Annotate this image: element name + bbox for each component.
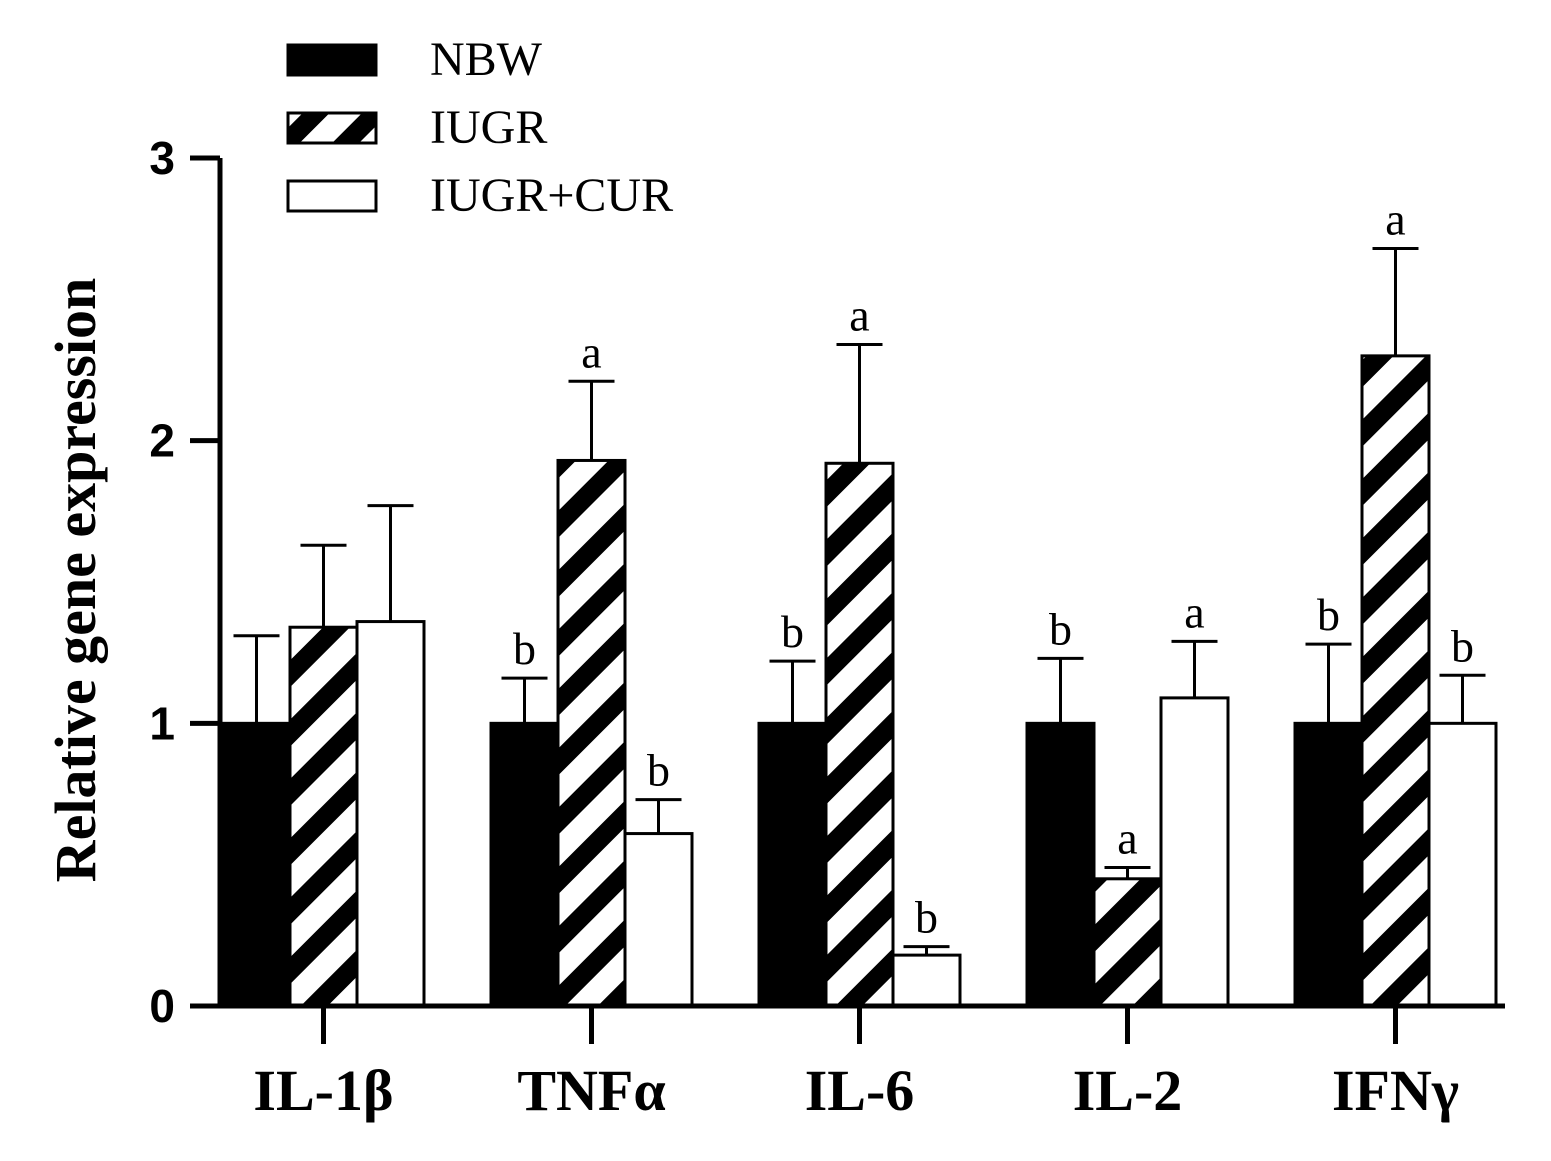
significance-label: b	[1317, 589, 1340, 640]
significance-label: a	[581, 326, 601, 377]
y-tick-label: 0	[149, 980, 175, 1032]
x-tick-label: IL-6	[805, 1058, 915, 1123]
significance-label: b	[1049, 603, 1072, 654]
axes-group: 0 1 2 3 IL-1β TNFα IL-6 IL-2 IFNγ	[149, 132, 1505, 1123]
legend-label: NBW	[430, 33, 543, 86]
legend-swatch	[286, 43, 378, 77]
bar	[1159, 696, 1230, 1008]
significance-label: b	[647, 745, 670, 796]
bar	[355, 620, 426, 1008]
legend-label: IUGR	[430, 101, 547, 154]
y-tick-label: 1	[149, 697, 175, 749]
bar	[891, 953, 962, 1008]
y-tick-label: 2	[149, 415, 175, 467]
bar	[1427, 721, 1498, 1008]
x-tick-label: IFNγ	[1332, 1058, 1459, 1123]
bar	[623, 832, 694, 1008]
significance-label: b	[1451, 620, 1474, 671]
significance-label: b	[781, 606, 804, 657]
bar	[1360, 354, 1431, 1008]
significance-label: b	[513, 623, 536, 674]
bar	[757, 721, 828, 1008]
bar	[489, 721, 560, 1008]
bar	[221, 721, 292, 1008]
significance-label: a	[849, 290, 869, 341]
bar	[824, 461, 895, 1008]
bar	[288, 625, 359, 1008]
legend-swatch	[286, 179, 378, 213]
bars-group: b a b b a b b a a b a b	[221, 193, 1498, 1008]
legend: NBW IUGR IUGR+CUR	[286, 33, 673, 222]
bar	[1293, 721, 1364, 1008]
y-tick-label: 3	[149, 132, 175, 184]
y-axis-label: Relative gene expression	[43, 278, 108, 883]
x-tick-label: TNFα	[517, 1058, 665, 1123]
legend-swatch	[286, 111, 378, 145]
bar	[556, 458, 627, 1008]
x-tick-label: IL-1β	[253, 1058, 393, 1123]
bar	[1025, 721, 1096, 1008]
bar	[1092, 877, 1163, 1008]
significance-label: a	[1385, 193, 1405, 244]
x-tick-label: IL-2	[1073, 1058, 1183, 1123]
legend-label: IUGR+CUR	[430, 169, 673, 222]
significance-label: a	[1184, 586, 1204, 637]
significance-label: a	[1117, 812, 1137, 863]
significance-label: b	[915, 892, 938, 943]
